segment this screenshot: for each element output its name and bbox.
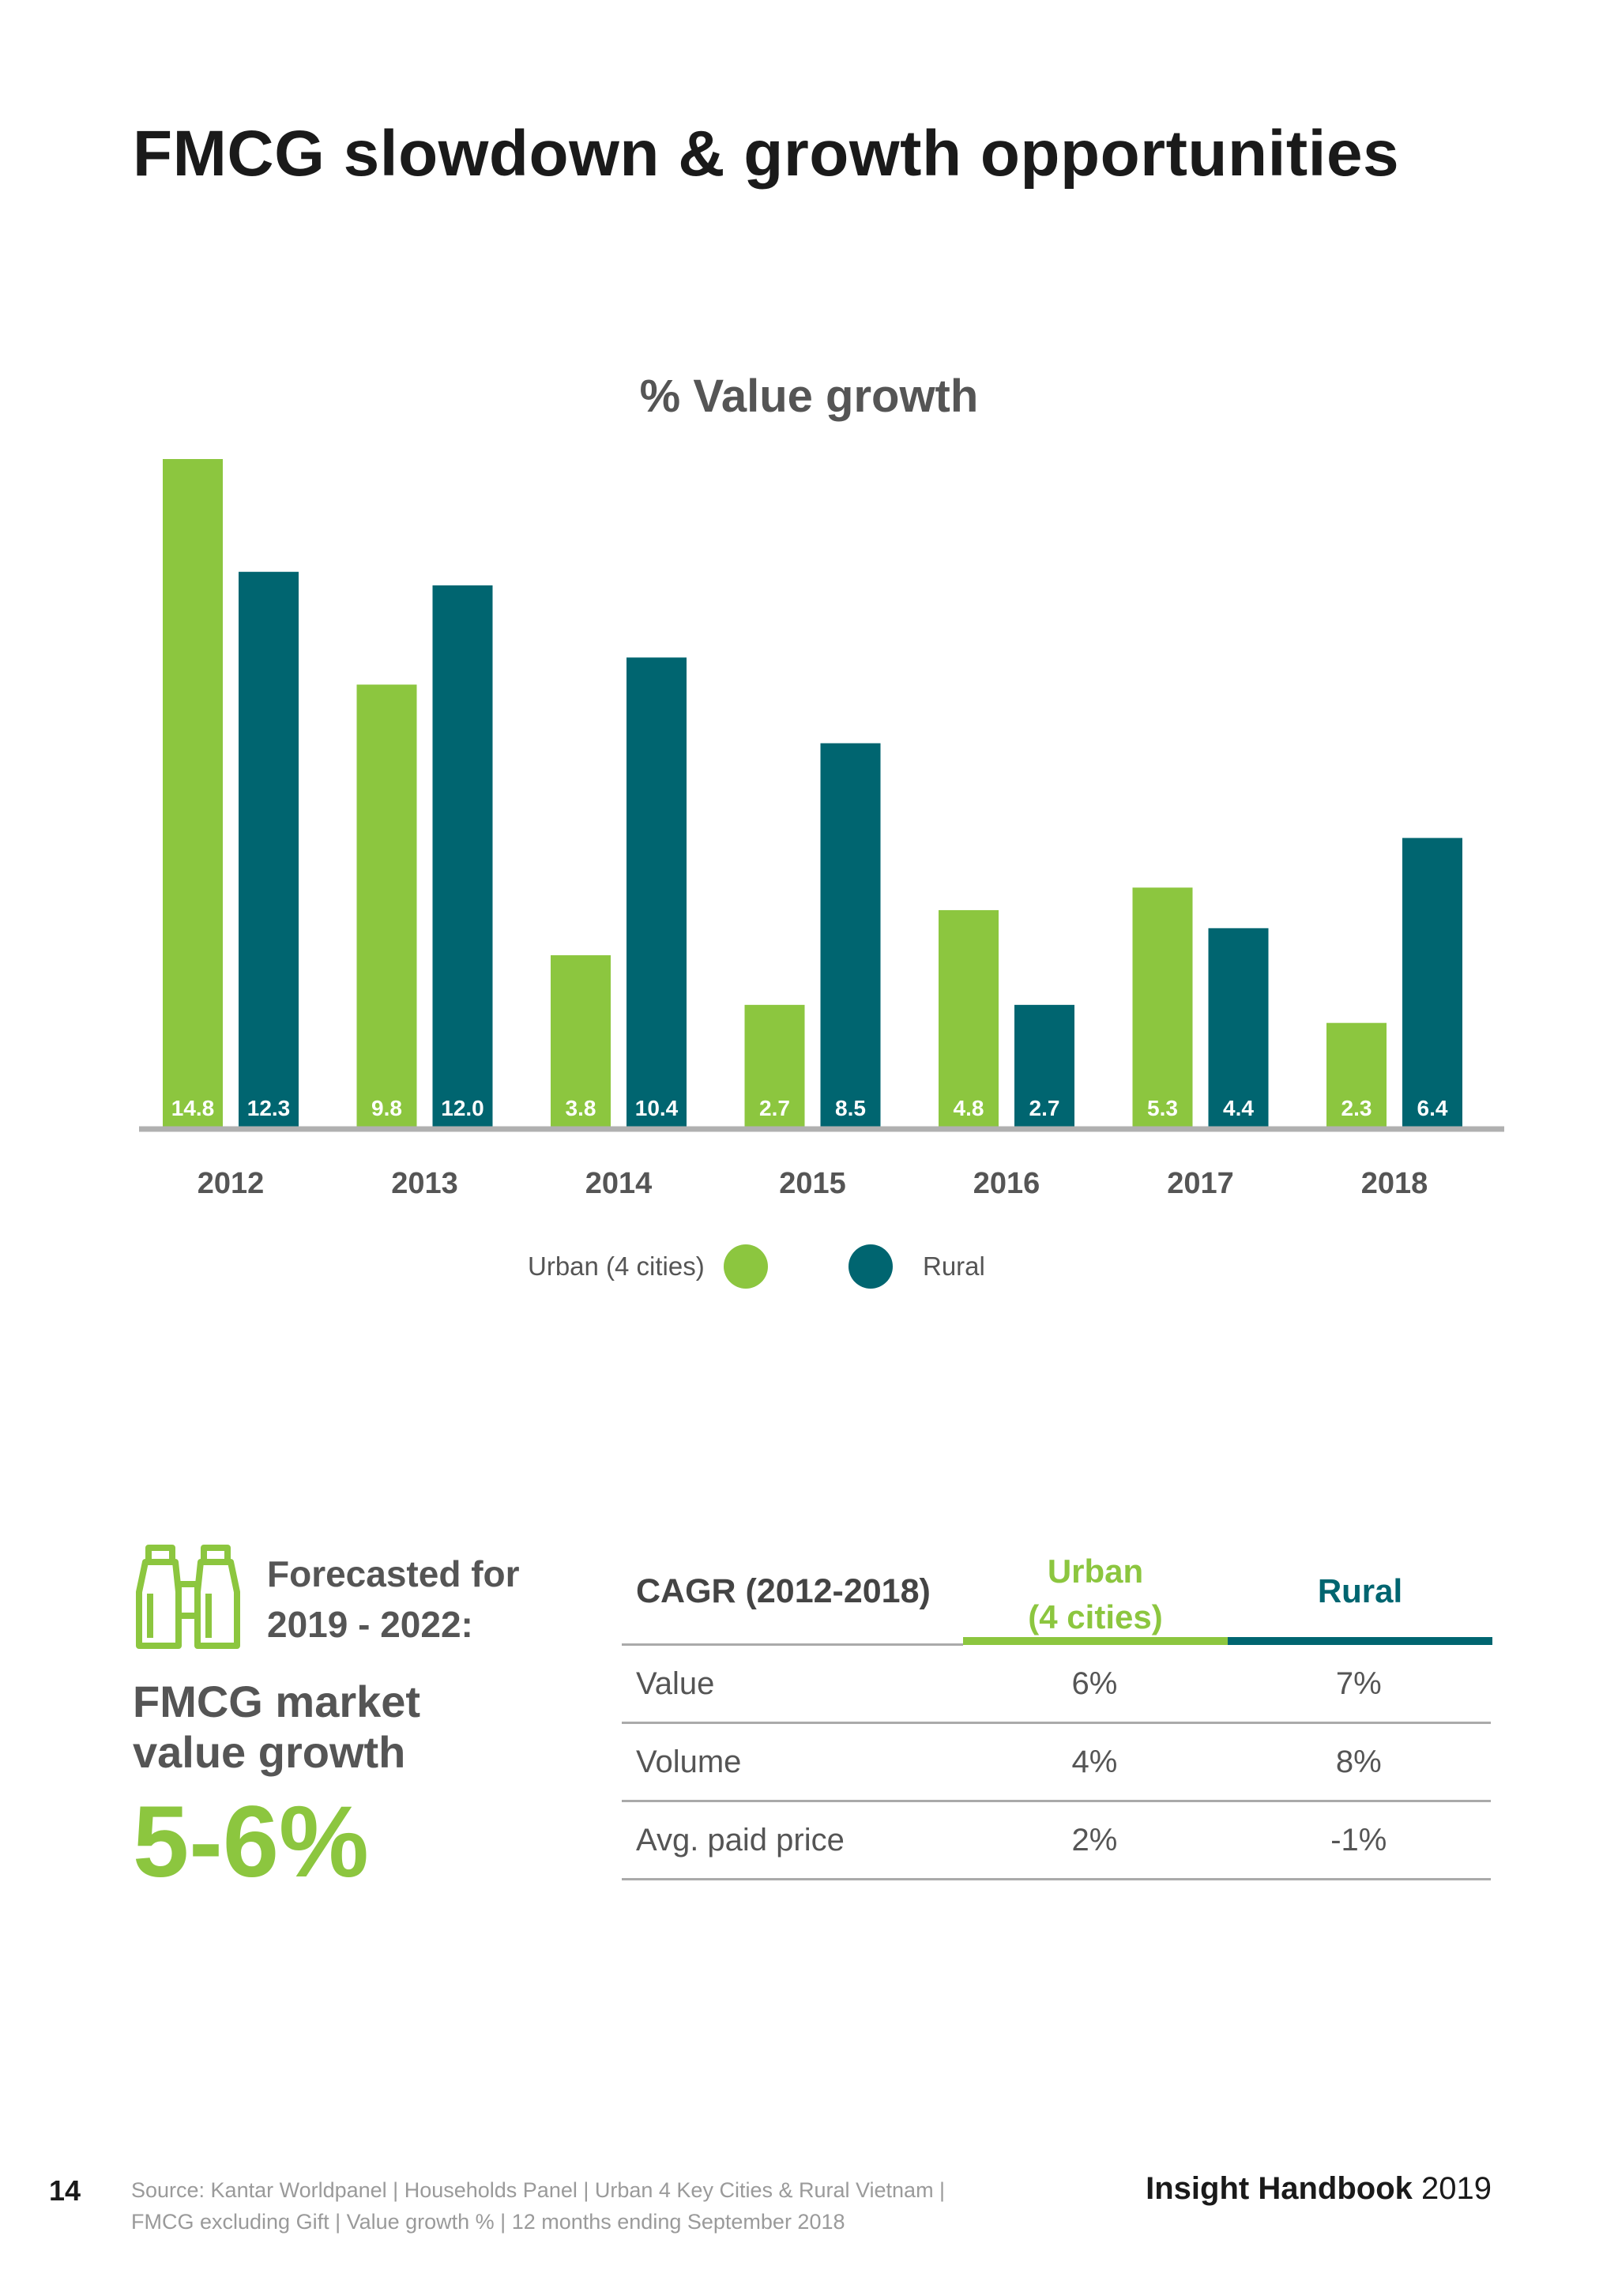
legend-urban-swatch [723, 1244, 768, 1289]
x-tick-label-2014: 2014 [585, 1167, 653, 1200]
bar-rural-2016 [1014, 1004, 1074, 1127]
binoculars-icon [136, 1545, 240, 1649]
bar-rural-2012 [239, 571, 299, 1127]
table-row-avg-paid-price: Avg. paid price 2% -1% [622, 1802, 1491, 1880]
data-label-rural-2018: 6.4 [1417, 1096, 1448, 1120]
forecast-label: Forecasted for 2019 - 2022: [267, 1553, 520, 1645]
legend-urban-label: Urban (4 cities) [528, 1252, 705, 1281]
bar-rural-2013 [432, 585, 493, 1127]
page-title: FMCG slowdown & growth opportunities [133, 118, 1400, 190]
handbook-year: 2019 [1421, 2171, 1492, 2206]
row-label: Value [636, 1666, 715, 1701]
row-rural-value: 7% [1335, 1666, 1382, 1701]
x-tick-label-2017: 2017 [1167, 1167, 1234, 1200]
page-number: 14 [49, 2174, 81, 2207]
urban-header-line2: (4 cities) [1028, 1598, 1163, 1635]
data-label-rural-2015: 8.5 [835, 1096, 866, 1120]
market-growth-value: 5-6% [133, 1786, 369, 1899]
x-tick-label-2015: 2015 [779, 1167, 846, 1200]
bar-rural-2018 [1402, 837, 1462, 1127]
row-rural-value: 8% [1335, 1744, 1382, 1779]
chart-title: % Value growth [639, 371, 979, 422]
legend-rural: Rural [849, 1244, 985, 1289]
legend-rural-label: Rural [923, 1252, 985, 1281]
source-note: Source: Kantar Worldpanel | Households P… [131, 2174, 1040, 2238]
data-label-urban-2016: 4.8 [954, 1096, 984, 1120]
legend-urban: Urban (4 cities) [528, 1244, 768, 1289]
row-urban-value: 2% [1071, 1822, 1118, 1858]
bar-urban-2017 [1132, 887, 1193, 1127]
x-tick-label-2012: 2012 [198, 1167, 265, 1200]
row-label: Volume [636, 1744, 742, 1779]
source-line-1: Source: Kantar Worldpanel | Households P… [131, 2178, 946, 2202]
data-label-urban-2012: 14.8 [171, 1096, 215, 1120]
bar-urban-2018 [1326, 1022, 1387, 1127]
cagr-header-label: CAGR (2012-2018) [636, 1572, 931, 1610]
legend-rural-swatch [849, 1244, 893, 1289]
header-divider [622, 1643, 963, 1646]
data-label-rural-2017: 4.4 [1223, 1096, 1254, 1120]
data-label-rural-2012: 12.3 [247, 1096, 291, 1120]
row-label: Avg. paid price [636, 1822, 845, 1858]
bar-rural-2017 [1208, 928, 1269, 1127]
data-label-rural-2014: 10.4 [635, 1096, 679, 1120]
data-label-rural-2013: 12.0 [441, 1096, 484, 1120]
bar-urban-2012 [163, 459, 223, 1127]
rural-column-header: Rural [1317, 1572, 1403, 1609]
handbook-title: Insight Handbook [1146, 2171, 1413, 2206]
data-label-urban-2014: 3.8 [566, 1096, 596, 1120]
row-urban-value: 4% [1071, 1744, 1118, 1779]
data-label-rural-2016: 2.7 [1029, 1096, 1060, 1120]
bar-urban-2015 [744, 1004, 805, 1127]
x-tick-label-2013: 2013 [391, 1167, 458, 1200]
urban-column-header: Urban (4 cities) [963, 1549, 1228, 1640]
table-row-volume: Volume 4% 8% [622, 1724, 1491, 1802]
data-label-urban-2018: 2.3 [1341, 1096, 1372, 1120]
row-rural-value: -1% [1330, 1822, 1387, 1858]
data-label-urban-2015: 2.7 [759, 1096, 790, 1120]
handbook-footer: Insight Handbook 2019 [1146, 2171, 1492, 2207]
rural-header-bar [1228, 1637, 1492, 1645]
bar-urban-2014 [551, 955, 611, 1127]
x-tick-label-2018: 2018 [1361, 1167, 1428, 1200]
data-label-urban-2017: 5.3 [1147, 1096, 1178, 1120]
table-row-value: Value 6% 7% [622, 1646, 1491, 1724]
source-line-2: FMCG excluding Gift | Value growth % | 1… [131, 2210, 845, 2234]
row-urban-value: 6% [1071, 1666, 1118, 1701]
bar-chart: 14.8 12.3 2012 9.8 12.0 2013 3.8 10.4 2014 2.7 8.5… [139, 459, 1504, 1200]
bar-rural-2014 [627, 657, 687, 1127]
data-label-urban-2013: 9.8 [371, 1096, 402, 1120]
urban-header-bar [963, 1637, 1228, 1645]
bar-rural-2015 [820, 743, 881, 1127]
x-tick-label-2016: 2016 [973, 1167, 1040, 1200]
urban-header-line1: Urban [1047, 1553, 1144, 1590]
bar-urban-2016 [939, 909, 999, 1127]
bar-urban-2013 [356, 684, 417, 1127]
market-growth-label: FMCG market value growth [133, 1677, 421, 1777]
